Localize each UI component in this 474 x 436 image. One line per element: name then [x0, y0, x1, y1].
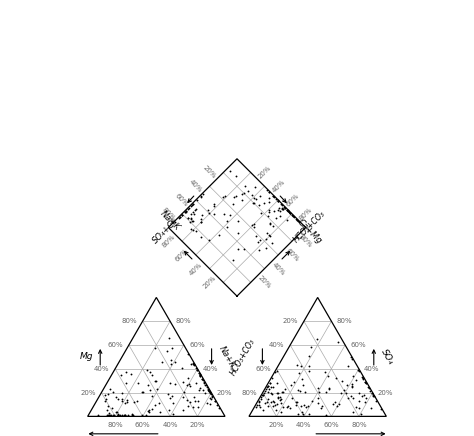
Text: 40%: 40%	[271, 261, 286, 276]
Text: 80%: 80%	[298, 206, 313, 221]
Text: 20%: 20%	[202, 275, 217, 290]
Text: HCO₃+CO₃: HCO₃+CO₃	[292, 209, 328, 244]
Text: 20%: 20%	[202, 165, 217, 180]
Text: 80%: 80%	[121, 318, 137, 324]
Text: 80%: 80%	[161, 234, 176, 249]
Text: 60%: 60%	[284, 247, 300, 262]
Text: 40%: 40%	[296, 422, 312, 428]
Text: SO₄+Cl: SO₄+Cl	[151, 217, 179, 245]
Text: 60%: 60%	[174, 192, 190, 208]
Text: 80%: 80%	[298, 234, 313, 249]
Text: 40%: 40%	[364, 366, 380, 372]
Text: 80%: 80%	[351, 422, 367, 428]
Text: 80%: 80%	[241, 390, 257, 395]
Text: 20%: 20%	[378, 390, 393, 395]
Text: 60%: 60%	[135, 422, 150, 428]
Text: 80%: 80%	[161, 206, 176, 221]
Text: 40%: 40%	[162, 422, 178, 428]
Text: 80%: 80%	[107, 422, 123, 428]
Text: 20%: 20%	[283, 318, 298, 324]
Text: Na+K: Na+K	[158, 209, 182, 232]
Text: 60%: 60%	[284, 192, 300, 208]
Text: 60%: 60%	[255, 366, 271, 372]
Text: 40%: 40%	[94, 366, 109, 372]
Text: Mg: Mg	[80, 352, 94, 361]
Text: 80%: 80%	[175, 318, 191, 324]
Text: SO₄: SO₄	[379, 347, 395, 366]
Text: 40%: 40%	[188, 179, 203, 194]
Text: 40%: 40%	[271, 179, 286, 194]
Text: 20%: 20%	[257, 275, 272, 290]
Text: 20%: 20%	[190, 422, 205, 428]
Text: 40%: 40%	[269, 342, 284, 348]
Text: Na+K: Na+K	[217, 344, 237, 369]
Text: 60%: 60%	[174, 247, 190, 262]
Text: Ca+Mg: Ca+Mg	[295, 217, 323, 245]
Text: HCO₃+CO₃: HCO₃+CO₃	[229, 337, 257, 377]
Text: 20%: 20%	[80, 390, 96, 395]
Text: 60%: 60%	[189, 342, 205, 348]
Text: 20%: 20%	[269, 422, 284, 428]
Text: 20%: 20%	[257, 165, 272, 180]
Text: 60%: 60%	[324, 422, 339, 428]
Text: 80%: 80%	[337, 318, 352, 324]
Text: 40%: 40%	[203, 366, 218, 372]
Text: 20%: 20%	[217, 390, 232, 395]
Text: 40%: 40%	[188, 261, 203, 276]
Text: 60%: 60%	[108, 342, 123, 348]
Text: 60%: 60%	[350, 342, 366, 348]
